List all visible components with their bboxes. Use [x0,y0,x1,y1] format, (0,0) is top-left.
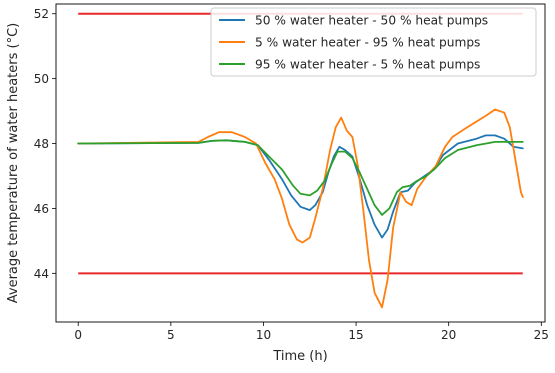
legend-entry: 5 % water heater - 95 % heat pumps [255,36,480,50]
plot-frame [55,3,546,323]
legend-box [210,7,537,77]
x-axis-ticks: 0 5 10 15 20 25 [74,322,549,342]
x-tick-label: 15 [348,328,363,342]
y-tick-label: 48 [34,137,49,151]
y-axis-ticks: 44 46 48 50 52 [34,7,56,281]
legend-entry: 50 % water heater - 50 % heat pumps [255,14,488,28]
x-tick-label: 10 [256,328,271,342]
legend-entry: 95 % water heater - 5 % heat pumps [255,58,480,72]
y-tick-label: 46 [34,202,49,216]
x-tick-label: 0 [74,328,82,342]
x-axis-label: Time (h) [272,349,327,364]
y-tick-label: 50 [34,72,49,86]
y-tick-label: 44 [34,267,49,281]
x-tick-label: 25 [534,328,549,342]
legend: 50 % water heater - 50 % heat pumps 5 % w… [210,7,537,77]
series-line-3 [77,139,524,216]
y-axis-label: Average temperature of water heaters (°C… [6,23,21,303]
y-tick-label: 52 [34,7,49,21]
series-line-2 [77,108,524,309]
x-tick-label: 5 [167,328,175,342]
x-tick-label: 20 [441,328,456,342]
